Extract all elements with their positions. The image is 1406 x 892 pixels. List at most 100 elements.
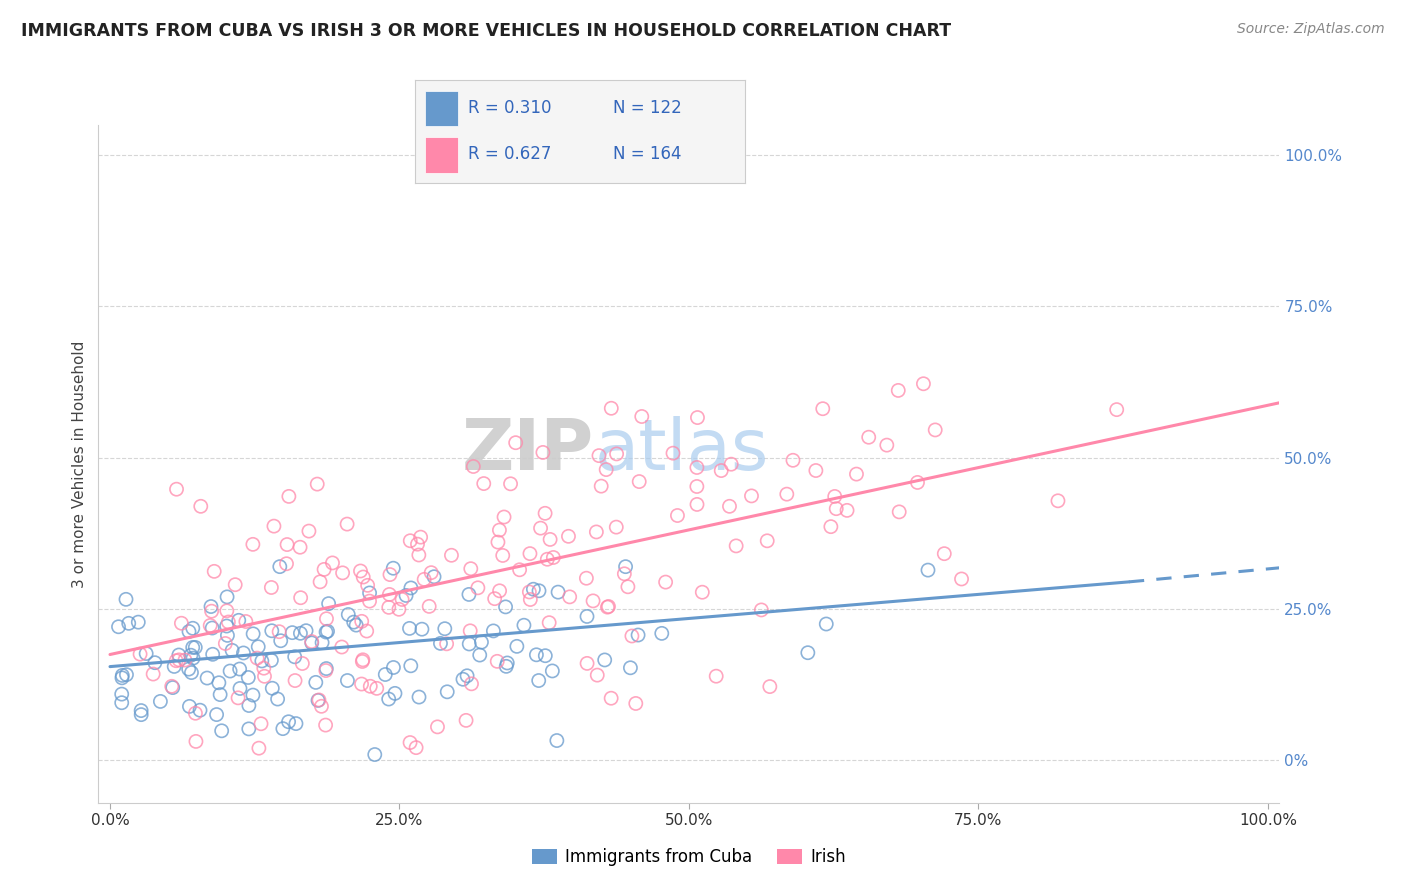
Point (388, 602, 411, 616)
Point (499, 476, 522, 491)
Point (332, 566, 354, 580)
Point (704, 669, 727, 683)
Point (165, 654, 187, 668)
Point (382, 660, 405, 674)
Point (215, 604, 238, 618)
Text: N = 164: N = 164 (613, 145, 682, 163)
Point (436, 685, 458, 699)
Point (600, 691, 623, 706)
Point (195, 671, 218, 685)
Point (591, 479, 613, 493)
Point (451, 672, 474, 686)
Point (201, 648, 224, 662)
Point (308, 693, 330, 707)
Point (242, 688, 264, 702)
Point (423, 570, 446, 584)
Point (876, 438, 898, 452)
Point (725, 539, 748, 553)
Point (686, 410, 709, 425)
Point (290, 626, 312, 640)
Point (845, 467, 868, 481)
Point (284, 649, 307, 664)
Point (111, 668, 134, 682)
Point (585, 524, 607, 539)
Point (215, 619, 238, 633)
Point (316, 624, 339, 639)
Point (399, 581, 422, 595)
Point (614, 559, 637, 574)
Point (391, 592, 413, 607)
Point (277, 714, 299, 729)
Point (115, 667, 138, 681)
Point (606, 447, 628, 461)
Point (582, 594, 605, 608)
Point (686, 479, 709, 493)
Point (201, 621, 224, 635)
Point (337, 607, 360, 622)
Point (111, 687, 134, 701)
Point (284, 673, 307, 688)
Point (950, 572, 973, 586)
Point (180, 665, 202, 680)
Point (378, 587, 401, 601)
Point (486, 654, 509, 668)
Point (887, 384, 910, 398)
Point (238, 671, 260, 685)
Bar (425, 91, 458, 127)
Point (460, 562, 482, 576)
Point (181, 651, 204, 665)
Point (420, 566, 443, 580)
Point (759, 680, 782, 694)
Point (250, 654, 273, 668)
Point (405, 740, 427, 755)
Point (686, 460, 709, 475)
Point (408, 548, 430, 562)
Point (429, 636, 451, 650)
Point (690, 585, 713, 599)
Point (330, 640, 353, 654)
Point (298, 524, 321, 538)
Point (505, 435, 527, 450)
Point (270, 633, 292, 648)
Text: atlas: atlas (595, 416, 769, 484)
Point (221, 643, 243, 657)
Point (522, 582, 544, 597)
Point (135, 647, 157, 661)
Point (217, 590, 239, 604)
Point (321, 556, 343, 570)
Point (651, 626, 673, 640)
Point (170, 616, 193, 631)
Point (352, 570, 374, 584)
Point (470, 635, 492, 649)
Point (276, 557, 298, 571)
Point (229, 681, 252, 696)
Point (181, 621, 204, 635)
Point (247, 741, 270, 756)
Point (835, 503, 858, 517)
Point (418, 599, 440, 614)
Point (576, 657, 599, 671)
Point (486, 535, 509, 549)
Point (350, 677, 373, 691)
Point (271, 722, 294, 736)
Point (620, 629, 643, 643)
Point (751, 603, 773, 617)
Point (488, 583, 510, 598)
Point (129, 647, 152, 661)
Point (311, 699, 333, 714)
Point (547, 585, 569, 599)
Point (174, 653, 197, 667)
Point (359, 594, 381, 608)
Point (238, 722, 260, 736)
Point (519, 585, 541, 599)
Point (463, 459, 485, 474)
Point (167, 648, 190, 662)
Point (519, 592, 541, 607)
Point (301, 636, 323, 650)
Point (456, 669, 478, 683)
Point (162, 681, 184, 695)
Point (595, 462, 617, 476)
Point (190, 500, 212, 514)
Point (1046, 493, 1069, 508)
Point (315, 625, 337, 640)
